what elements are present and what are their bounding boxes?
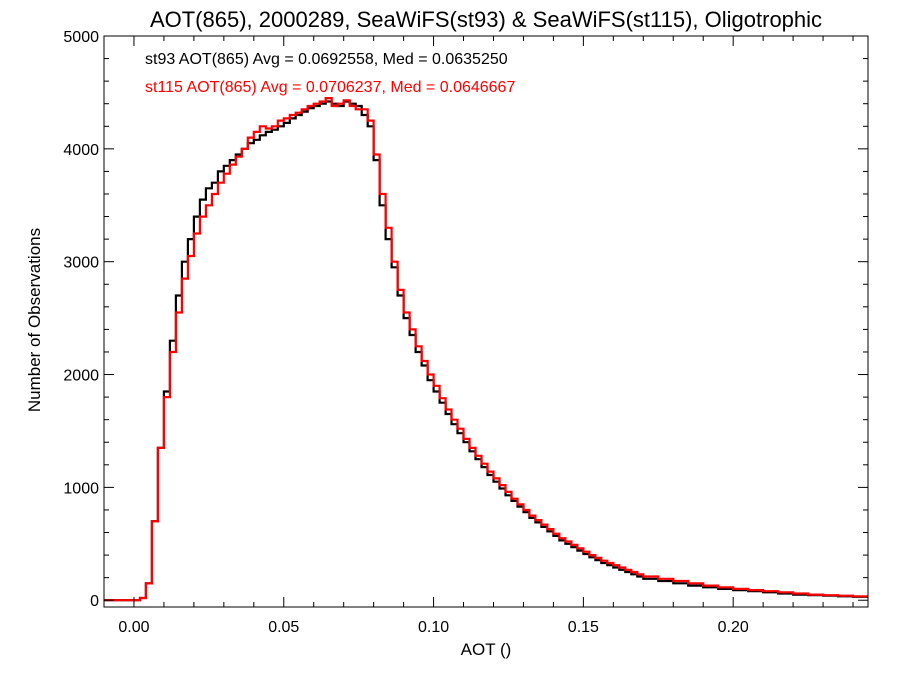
y-tick-label: 2000 (63, 368, 99, 385)
plot-area: 0.00 0.05 0.10 0.15 0.20 0 1000 2000 3000 4000 500… (63, 29, 869, 636)
series-st93-line (104, 100, 868, 602)
plot-frame (103, 35, 869, 608)
series-st115-line (104, 97, 868, 602)
legend-st93-stats: st93 AOT(865) Avg = 0.0692558, Med = 0.0… (145, 51, 508, 68)
y-tick-label: 5000 (63, 29, 99, 46)
chart-title: AOT(865), 2000289, SeaWiFS(st93) & SeaWi… (150, 7, 822, 32)
x-tick-label: 0.00 (118, 619, 149, 636)
x-tick-label: 0.05 (268, 619, 299, 636)
y-tick-label: 3000 (63, 255, 99, 272)
x-tick-label: 0.15 (568, 619, 599, 636)
legend-st115-stats: st115 AOT(865) Avg = 0.0706237, Med = 0.… (145, 79, 515, 96)
x-tick-label: 0.20 (718, 619, 749, 636)
y-tick-label: 1000 (63, 480, 99, 497)
y-tick-label: 0 (90, 593, 99, 610)
x-tick-label: 0.10 (418, 619, 449, 636)
y-axis-label: Number of Observations (25, 228, 44, 412)
y-tick-label: 4000 (63, 142, 99, 159)
x-axis-label: AOT () (461, 640, 512, 659)
